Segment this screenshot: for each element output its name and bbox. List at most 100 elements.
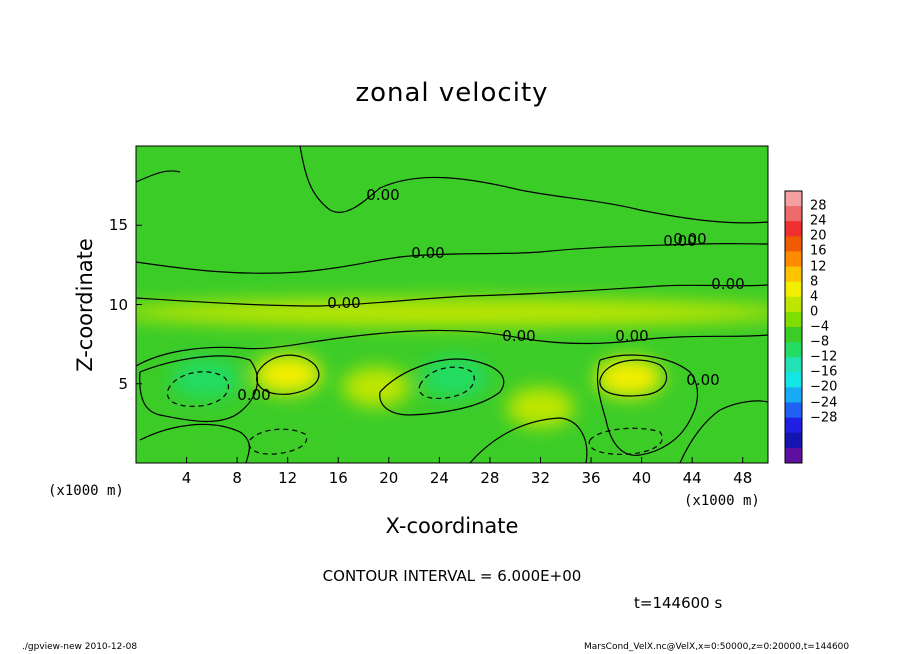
contour-label: 0.00 <box>502 327 535 345</box>
colorbar-swatch <box>785 447 802 464</box>
zero-contour-6km <box>136 329 768 367</box>
colorbar-swatch <box>785 402 802 419</box>
zero-contour-14km <box>136 242 768 274</box>
zero-contour-bottom-c <box>679 400 768 463</box>
negative_cell-1 <box>420 357 489 398</box>
contour-interval-label: CONTOUR INTERVAL = 6.000E+00 <box>322 567 582 585</box>
x-tick-label: 32 <box>530 469 551 487</box>
colorbar-swatch <box>785 236 802 252</box>
positive-contour-a <box>256 354 320 395</box>
colorbar-frame <box>784 190 803 464</box>
x-tick-label: 20 <box>379 469 399 487</box>
zero-contour-upper <box>299 146 768 224</box>
negative_cell-3 <box>272 422 341 463</box>
zero-contour-bottom-a <box>139 423 250 463</box>
x-axis-label: X-coordinate <box>385 514 519 538</box>
colorbar-label: 0 <box>810 304 819 320</box>
x-tick-label: 4 <box>181 469 192 487</box>
chart-title: zonal velocity <box>355 78 549 108</box>
x-tick-label: 40 <box>632 469 652 487</box>
negative-contour-a <box>166 371 229 407</box>
time-label: t=144600 s <box>634 594 723 612</box>
colorbar-label: 28 <box>810 198 827 214</box>
colorbar-label: −20 <box>810 379 838 395</box>
colorbar-label: −16 <box>810 364 838 380</box>
x-tick-label: 12 <box>278 469 298 487</box>
colorbar-label: −8 <box>810 334 830 350</box>
contour-label: 0.00 <box>327 294 360 312</box>
colorbar-swatch <box>785 417 802 434</box>
colorbar-swatch <box>785 372 802 388</box>
x-tick-label: 28 <box>480 469 500 487</box>
positive_cell-7 <box>342 366 411 407</box>
zero-contour-cell-right <box>596 354 699 456</box>
colorbar-swatch <box>785 342 802 358</box>
footer-right-text: MarsCond_VelX.nc@VelX,x=0:50000,z=0:2000… <box>584 642 850 652</box>
colorbar-swatch <box>785 296 802 313</box>
footer-left-text: ./gpview-new 2010-12-08 <box>22 642 138 652</box>
colorbar-swatch <box>785 281 802 298</box>
colorbar-label: 20 <box>810 228 827 244</box>
contour-label: 0.00 <box>366 186 399 204</box>
colorbar-label: −24 <box>810 395 838 411</box>
negative_cell-2 <box>620 422 689 463</box>
contour-label: 0.00 <box>711 275 744 293</box>
contour-label-group: 0.000.000.000.00 0.000.000.000.000.000.00 <box>237 186 744 404</box>
positive_cell-8 <box>506 387 575 428</box>
colorbar-label: 12 <box>810 259 827 275</box>
colorbar <box>784 190 803 464</box>
colorbar-swatch <box>785 327 802 343</box>
colorbar-swatch <box>785 221 802 237</box>
contour-label: 0.00 <box>615 327 648 345</box>
colorbar-swatch <box>785 266 802 283</box>
colorbar-label: −28 <box>810 410 838 426</box>
x-unit-note-right: (x1000 m) <box>684 493 760 509</box>
colorbar-label: 8 <box>810 274 819 290</box>
y-tick-label: 5 <box>118 374 128 393</box>
negative_cell-0 <box>171 358 240 399</box>
negative-contour-c <box>588 427 663 455</box>
colorbar-swatch <box>785 251 802 268</box>
velocity-field <box>136 146 768 463</box>
contour-label: 0.00 <box>663 232 696 250</box>
zero-contour-cell-left <box>139 355 259 423</box>
x-tick-label: 16 <box>328 469 348 487</box>
contour-lines <box>136 146 768 463</box>
contour-label: 0.00 <box>673 230 706 248</box>
positive-contour-b <box>599 359 668 397</box>
colorbar-swatch <box>785 311 802 328</box>
y-axis-label: Z-coordinate <box>73 238 97 372</box>
colorbar-swatch <box>785 387 802 404</box>
x-tick-label: 8 <box>232 469 242 487</box>
zero-contour-bottom-b <box>469 417 588 463</box>
x-unit-note-left: (x1000 m) <box>48 483 124 499</box>
x-tick-label: 24 <box>429 469 449 487</box>
zero-contour-cell-mid <box>379 358 505 416</box>
contour-label: 0.00 <box>686 371 719 389</box>
positive_cell-6 <box>594 357 663 398</box>
colorbar-label: 16 <box>810 243 827 259</box>
contour-label: 0.00 <box>237 386 270 404</box>
colorbar-swatch <box>785 191 802 207</box>
axis-ticks <box>136 224 744 463</box>
zero-contour-upper-right <box>136 170 181 183</box>
x-tick-label: 48 <box>733 469 753 487</box>
negative-contour-d <box>248 428 308 455</box>
y-tick-label: 15 <box>108 216 128 235</box>
x-tick-label: 44 <box>682 469 702 487</box>
y-tick-label: 10 <box>108 295 128 314</box>
zero-contour-10km <box>136 284 768 307</box>
colorbar-swatch <box>785 357 802 373</box>
negative_cell-4 <box>146 423 215 463</box>
colorbar-swatch <box>785 206 802 222</box>
positive_cell-5 <box>253 354 322 395</box>
x-tick-label: 36 <box>581 469 601 487</box>
colorbar-label: 4 <box>810 289 819 305</box>
colorbar-label: −4 <box>810 319 830 335</box>
colorbar-label: 24 <box>810 213 827 229</box>
colorbar-swatch <box>785 432 802 449</box>
contour-label: 0.00 <box>411 244 444 262</box>
negative-contour-b <box>418 366 475 400</box>
colorbar-label: −12 <box>810 349 838 365</box>
